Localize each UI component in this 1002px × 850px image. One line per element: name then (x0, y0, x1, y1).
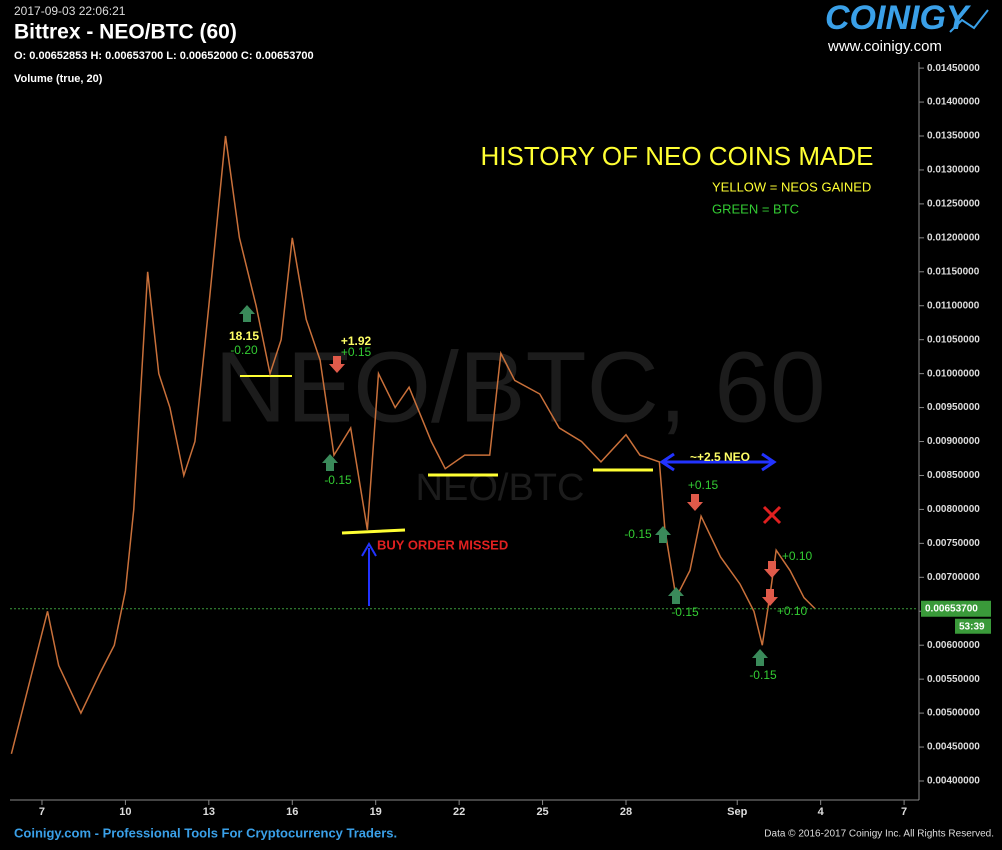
y-tick-label: 0.01100000 (927, 300, 980, 311)
x-tick-label: 25 (536, 806, 548, 818)
sell-arrow (687, 494, 703, 511)
last-price-label: 0.00653700 (925, 603, 978, 614)
y-tick-label: 0.01350000 (927, 131, 980, 142)
buy-arrow (655, 526, 671, 543)
x-tick-label: 10 (119, 806, 131, 818)
buy-arrow (239, 305, 255, 322)
annotation: YELLOW = NEOS GAINED (712, 179, 871, 194)
x-tick-label: 16 (286, 806, 298, 818)
annotation: HISTORY OF NEO COINS MADE (481, 141, 874, 171)
y-tick-label: 0.00750000 (927, 538, 980, 549)
y-tick-label: 0.00900000 (927, 436, 980, 447)
x-tick-label: 28 (620, 806, 632, 818)
y-tick-label: 0.01250000 (927, 199, 980, 210)
y-tick-label: 0.00700000 (927, 572, 980, 583)
logo-icon (949, 9, 989, 33)
countdown: 53:39 (959, 621, 985, 632)
annotation: GREEN = BTC (712, 201, 799, 216)
y-tick-label: 0.00850000 (927, 470, 980, 481)
sell-arrow (762, 589, 778, 606)
footer-left: Coinigy.com - Professional Tools For Cry… (14, 825, 397, 840)
timestamp: 2017-09-03 22:06:21 (14, 4, 126, 18)
x-tick-label: 13 (203, 806, 215, 818)
y-tick-label: 0.01000000 (927, 368, 980, 379)
y-tick-label: 0.00950000 (927, 402, 980, 413)
y-tick-label: 0.01200000 (927, 232, 980, 243)
y-tick-label: 0.01300000 (927, 165, 980, 176)
x-tick-label: 22 (453, 806, 465, 818)
x-tick-label: 4 (818, 806, 825, 818)
watermark: NEO/BTC, 60 (214, 331, 825, 443)
annotation: -0.15 (624, 527, 652, 541)
price-line (10, 135, 816, 755)
y-tick-label: 0.01400000 (927, 97, 980, 108)
y-tick-label: 0.00450000 (927, 742, 980, 753)
annotation: -0.20 (230, 343, 258, 357)
y-tick-label: 0.01450000 (927, 63, 980, 74)
annotation: +0.10 (777, 604, 808, 618)
logo: COINIGY (825, 0, 972, 37)
annotation: +0.15 (688, 478, 719, 492)
annotation: +0.10 (782, 549, 813, 563)
annotation-marks (240, 375, 782, 606)
chart-title: Bittrex - NEO/BTC (60) (14, 21, 237, 44)
y-tick-label: 0.00800000 (927, 504, 980, 515)
y-tick-label: 0.01150000 (927, 266, 980, 277)
annotation: BUY ORDER MISSED (377, 537, 508, 552)
annotation: ~+2.5 NEO (690, 450, 750, 464)
x-tick-label: 19 (370, 806, 382, 818)
y-tick-label: 0.00400000 (927, 776, 980, 787)
annotation: -0.15 (671, 605, 699, 619)
indicator: Volume (true, 20) (14, 73, 103, 85)
blue-arrow-heads (659, 452, 777, 472)
countdown-box (955, 618, 991, 634)
footer-right: Data © 2016-2017 Coinigy Inc. All Rights… (764, 829, 994, 840)
yellow-line (341, 528, 406, 535)
annotation: +0.15 (341, 345, 372, 359)
y-tick-label: 0.00500000 (927, 708, 980, 719)
x-tick-label: Sep (727, 806, 747, 818)
y-tick-label: 0.01050000 (927, 334, 980, 345)
blue-arrow-head (361, 542, 377, 557)
watermark-small: NEO/BTC (416, 467, 585, 509)
buy-arrow (668, 587, 684, 604)
annotation: -0.15 (324, 473, 352, 487)
sell-arrow (329, 356, 345, 373)
last-price-box (921, 600, 991, 617)
y-tick-label: 0.00550000 (927, 674, 980, 685)
red-x (762, 505, 782, 525)
x-tick-label: 7 (901, 806, 907, 818)
buy-arrow (752, 649, 768, 666)
y-tick-label: 0.00600000 (927, 640, 980, 651)
annotation: -0.15 (749, 668, 777, 682)
x-tick-label: 7 (39, 806, 45, 818)
logo-url: www.coinigy.com (827, 38, 942, 55)
sell-arrow (764, 561, 780, 578)
ohlc: O: 0.00652853 H: 0.00653700 L: 0.0065200… (14, 50, 314, 62)
annotation: 18.15 (229, 329, 259, 343)
annotation: +1.92 (341, 334, 372, 348)
buy-arrow (322, 454, 338, 471)
